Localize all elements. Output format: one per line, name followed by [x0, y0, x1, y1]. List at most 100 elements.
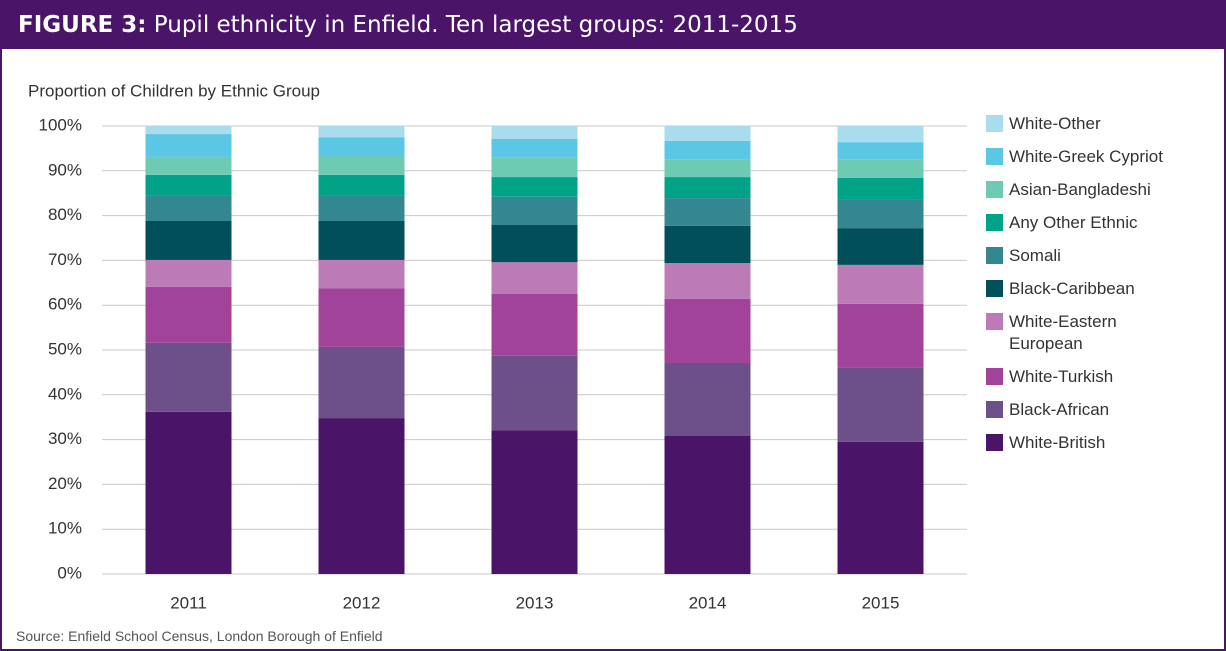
y-tick-label: 50%	[48, 339, 82, 358]
bar-segment	[837, 126, 924, 143]
bar-segment	[145, 286, 232, 343]
legend-item: White-Turkish	[986, 366, 1191, 388]
bar-segment	[145, 411, 232, 574]
bar-segment	[837, 441, 924, 574]
bar-segment	[837, 303, 924, 368]
legend-item: White-Eastern European	[986, 311, 1191, 355]
legend-item: White-Other	[986, 113, 1191, 135]
bar-segment	[491, 177, 578, 197]
bar-segment	[664, 140, 751, 160]
bar-segment	[491, 225, 578, 263]
bar-segment	[837, 159, 924, 178]
bar-segment	[664, 436, 751, 574]
legend-label: Somali	[1009, 246, 1061, 265]
legend-label: White-British	[1009, 433, 1106, 452]
legend-label: White-Greek Cypriot	[1009, 147, 1163, 166]
legend: White-Other White-Greek Cypriot Asian-Bang…	[986, 113, 1191, 454]
bar-segment	[145, 174, 232, 196]
legend-label: White-Eastern European	[1009, 312, 1117, 353]
legend-item: Asian-Bangladeshi	[986, 179, 1191, 201]
bar-segment	[491, 126, 578, 139]
legend-swatch	[986, 115, 1003, 132]
y-tick-label: 40%	[48, 384, 82, 403]
bar-segment	[318, 156, 405, 175]
bar-segment	[318, 195, 405, 221]
legend-label: White-Other	[1009, 114, 1101, 133]
bar-segment	[145, 342, 232, 412]
bar-segment	[318, 137, 405, 157]
bar-segment	[664, 263, 751, 299]
legend-swatch	[986, 368, 1003, 385]
bar-segment	[491, 294, 578, 356]
bar-segment	[491, 196, 578, 226]
bar-segment	[318, 174, 405, 196]
y-tick-label: 20%	[48, 474, 82, 493]
legend-swatch	[986, 434, 1003, 451]
y-tick-label: 100%	[39, 115, 82, 134]
bar-segment	[318, 288, 405, 347]
x-tick-label: 2012	[343, 593, 381, 612]
bar-segment	[837, 177, 924, 200]
legend-item: Black-African	[986, 399, 1191, 421]
bar-segment	[664, 298, 751, 363]
x-tick-label: 2015	[862, 593, 900, 612]
figure-label: FIGURE 3:	[18, 12, 147, 38]
bar-segment	[664, 126, 751, 141]
bar-segment	[145, 156, 232, 175]
x-tick-label: 2013	[516, 593, 554, 612]
x-tick-label: 2011	[170, 593, 207, 612]
bar-segment	[664, 159, 751, 178]
bar-segment	[491, 430, 578, 574]
bar-segment	[318, 418, 405, 574]
legend-swatch	[986, 148, 1003, 165]
y-tick-label: 60%	[48, 295, 82, 314]
source-note: Source: Enfield School Census, London Bo…	[16, 628, 383, 644]
legend-label: Black-African	[1009, 400, 1110, 419]
bar-segment	[837, 367, 924, 442]
bar-segment	[318, 126, 405, 138]
legend-item: Black-Caribbean	[986, 278, 1191, 300]
bar-segment	[837, 264, 924, 304]
header: FIGURE 3: Pupil ethnicity in Enfield. Te…	[2, 2, 1224, 49]
legend-swatch	[986, 313, 1003, 330]
chart-title: Pupil ethnicity in Enfield. Ten largest …	[153, 12, 798, 38]
subtitle: Proportion of Children by Ethnic Group	[28, 81, 320, 100]
y-tick-label: 0%	[57, 563, 82, 582]
legend-item: White-British	[986, 432, 1191, 454]
legend-item: Any Other Ethnic	[986, 212, 1191, 234]
legend-swatch	[986, 247, 1003, 264]
x-tick-label: 2014	[689, 593, 727, 612]
y-tick-label: 10%	[48, 519, 82, 538]
y-tick-label: 70%	[48, 250, 82, 269]
bar-segment	[145, 126, 232, 135]
bar-segment	[318, 346, 405, 419]
bar-segment	[664, 225, 751, 264]
bar-segment	[664, 362, 751, 437]
legend-swatch	[986, 214, 1003, 231]
legend-item: White-Greek Cypriot	[986, 146, 1191, 168]
bar-segment	[145, 259, 232, 287]
bar-segment	[664, 198, 751, 226]
legend-label: Any Other Ethnic	[1009, 213, 1138, 232]
legend-swatch	[986, 280, 1003, 297]
bar-segment	[837, 199, 924, 229]
legend-item: Somali	[986, 245, 1191, 267]
y-tick-label: 30%	[48, 429, 82, 448]
bar-segment	[491, 138, 578, 158]
legend-label: Asian-Bangladeshi	[1009, 180, 1151, 199]
bar-segment	[837, 142, 924, 160]
y-tick-label: 90%	[48, 160, 82, 179]
y-tick-label: 80%	[48, 205, 82, 224]
bar-segment	[491, 355, 578, 431]
bar-segment	[664, 177, 751, 199]
legend-label: White-Turkish	[1009, 367, 1114, 386]
bar-segment	[491, 262, 578, 294]
bar-segment	[145, 220, 232, 260]
legend-swatch	[986, 181, 1003, 198]
bar-segment	[145, 195, 232, 221]
bar-segment	[318, 220, 405, 260]
bar-segment	[837, 228, 924, 265]
bar-segment	[145, 134, 232, 157]
